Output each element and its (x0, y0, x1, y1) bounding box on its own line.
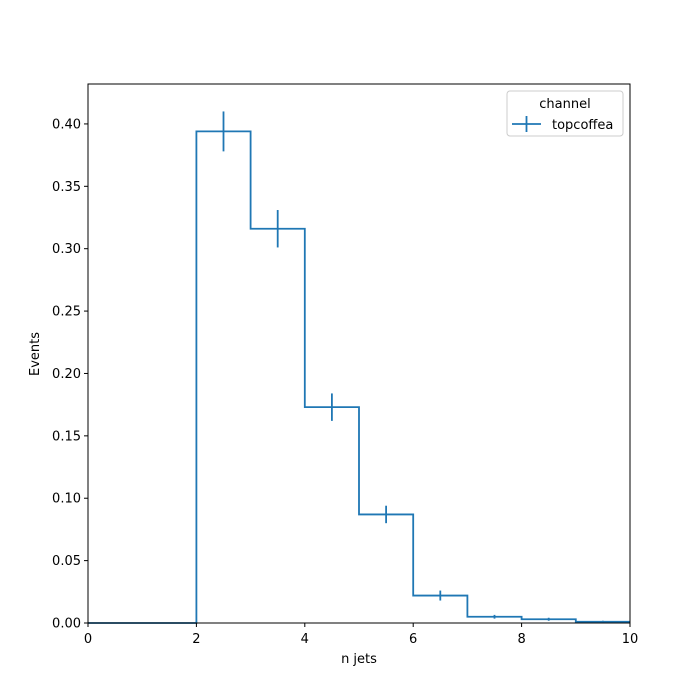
y-tick-label: 0.20 (52, 367, 81, 382)
histogram-step-series-0 (88, 130, 630, 624)
y-tick-label: 0.35 (52, 180, 81, 195)
x-tick-label: 0 (84, 632, 92, 647)
legend-title: channel (539, 97, 590, 112)
axes-frame (87, 83, 631, 624)
y-tick-label: 0.10 (52, 492, 81, 507)
x-tick-label: 4 (301, 632, 309, 647)
legend: channel topcoffea (506, 90, 624, 137)
x-tick-label: 8 (517, 632, 525, 647)
y-tick-label: 0.15 (52, 429, 81, 444)
y-tick-label: 0.05 (52, 554, 81, 569)
y-tick-label: 0.30 (52, 242, 81, 257)
y-tick-label: 0.40 (52, 117, 81, 132)
x-axis-label: n jets (341, 652, 377, 667)
plot-area (88, 111, 630, 624)
y-tick-label: 0.25 (52, 305, 81, 320)
x-tick-label: 10 (622, 632, 639, 647)
legend-series-name: topcoffea (552, 118, 613, 133)
axis-ticks: 0 2 4 6 8 10 0.00 0.05 0.10 0.15 0.20 0.25 0.30 0.35 0… (52, 117, 638, 647)
x-tick-label: 6 (409, 632, 417, 647)
y-tick-label: 0.00 (52, 617, 81, 632)
y-axis-label: Events (28, 332, 43, 376)
x-tick-label: 2 (192, 632, 200, 647)
